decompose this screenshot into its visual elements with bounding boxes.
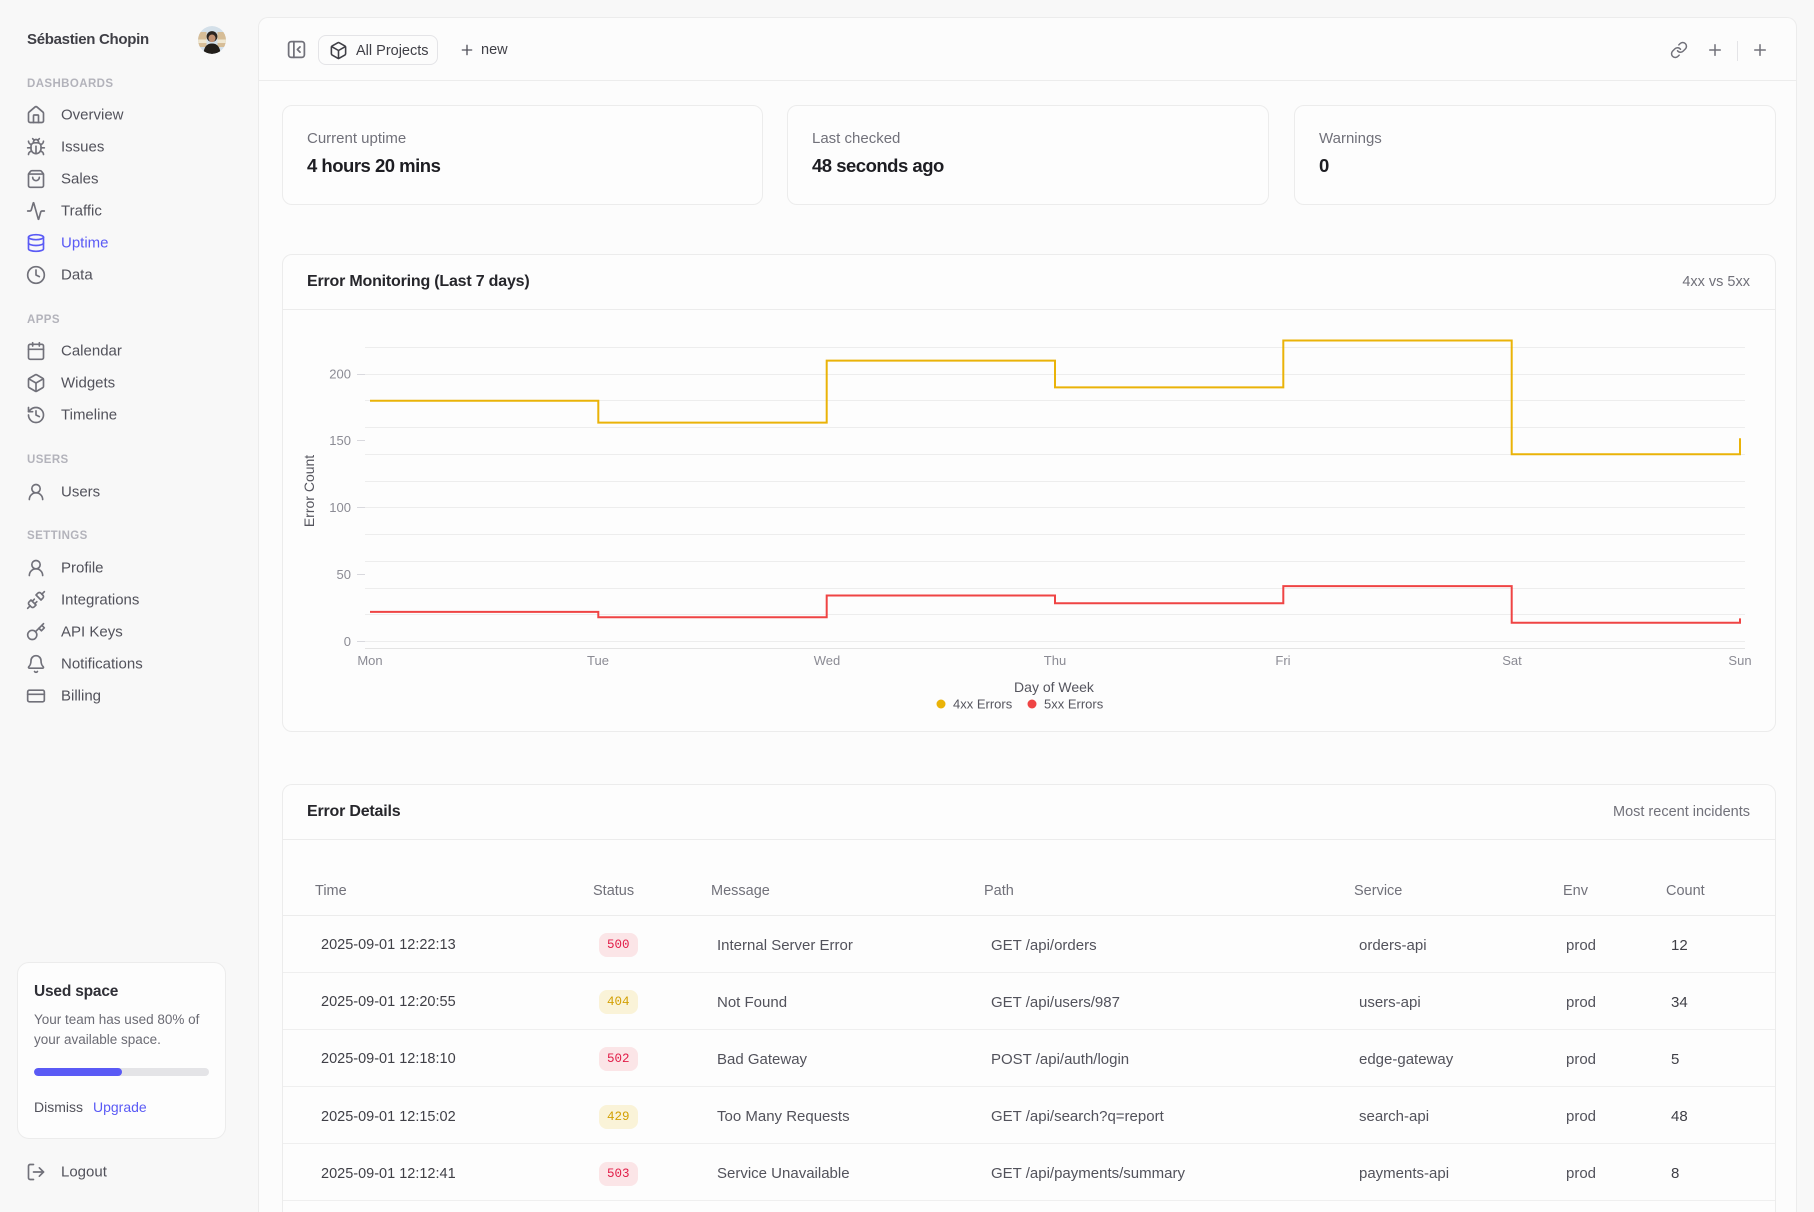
svg-text:Wed: Wed [814,653,841,668]
svg-text:4xx Errors: 4xx Errors [953,697,1013,712]
svg-text:50: 50 [337,567,351,582]
svg-text:200: 200 [329,367,351,382]
svg-text:Tue: Tue [587,653,609,668]
svg-text:Fri: Fri [1275,653,1290,668]
svg-text:Thu: Thu [1044,653,1066,668]
svg-text:Day of Week: Day of Week [1014,679,1095,695]
svg-text:0: 0 [344,634,351,649]
svg-text:Sun: Sun [1728,653,1751,668]
svg-text:5xx Errors: 5xx Errors [1044,697,1104,712]
svg-text:100: 100 [329,500,351,515]
svg-text:Mon: Mon [357,653,382,668]
svg-text:Error Count: Error Count [301,455,317,527]
svg-text:150: 150 [329,433,351,448]
svg-text:Sat: Sat [1502,653,1522,668]
